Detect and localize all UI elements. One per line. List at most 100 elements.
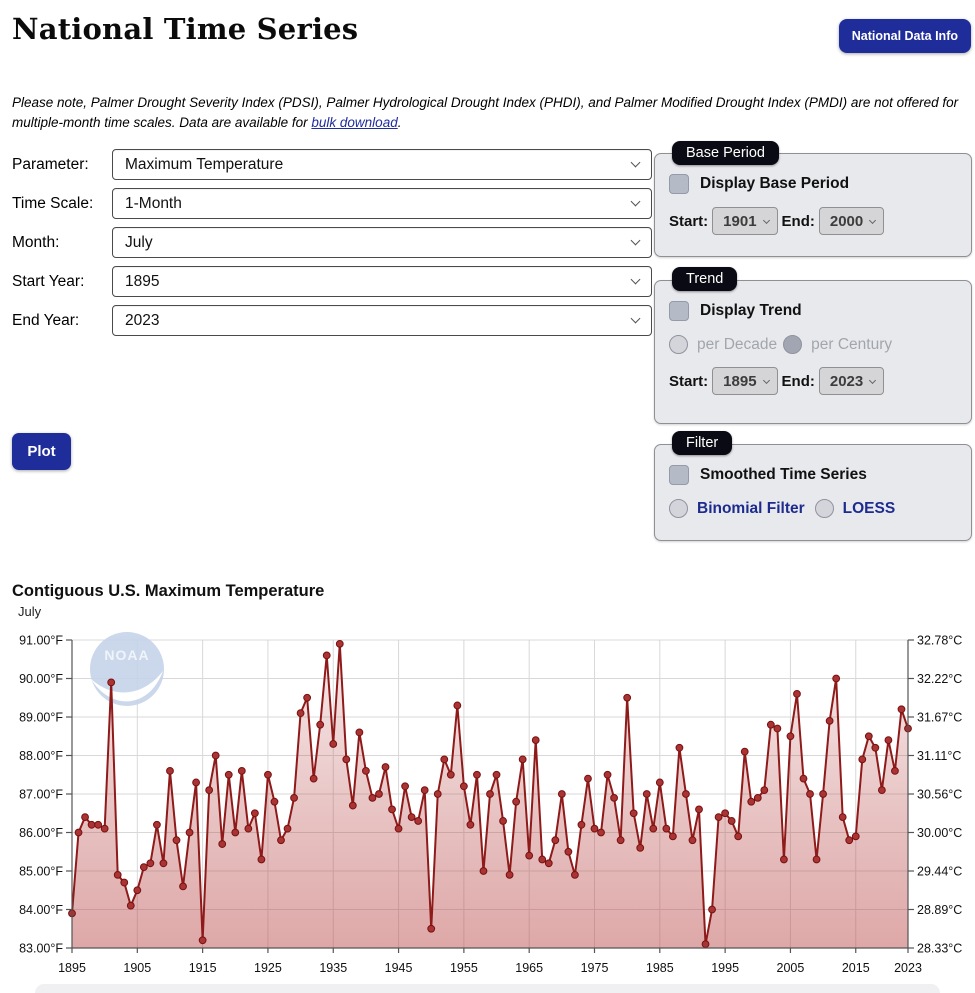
data-point[interactable] — [786, 732, 795, 741]
data-point[interactable] — [440, 755, 449, 764]
data-point[interactable] — [179, 882, 187, 891]
bulk-download-link[interactable]: bulk download — [311, 114, 398, 130]
data-point[interactable] — [780, 855, 788, 864]
data-point[interactable] — [375, 790, 383, 798]
data-point[interactable] — [237, 767, 246, 775]
data-point[interactable] — [597, 828, 605, 837]
data-point[interactable] — [459, 782, 468, 791]
data-point[interactable] — [760, 786, 769, 795]
data-point[interactable] — [473, 770, 481, 779]
data-point[interactable] — [81, 813, 89, 822]
time-scale-select[interactable]: 1-Month — [112, 188, 652, 219]
data-point[interactable] — [146, 859, 155, 868]
data-point[interactable] — [139, 863, 148, 872]
data-point[interactable] — [433, 790, 442, 798]
data-point[interactable] — [799, 774, 808, 783]
data-point[interactable] — [577, 820, 586, 829]
data-point[interactable] — [348, 801, 357, 810]
data-point[interactable] — [414, 817, 423, 825]
data-point[interactable] — [518, 755, 527, 764]
data-point[interactable] — [296, 709, 305, 718]
month-select[interactable]: July — [112, 227, 652, 258]
data-point[interactable] — [734, 832, 743, 841]
data-point[interactable] — [205, 786, 214, 795]
data-point[interactable] — [381, 763, 390, 771]
trend-start-select[interactable]: 1895 — [712, 367, 778, 395]
data-point[interactable] — [590, 824, 599, 833]
data-point[interactable] — [185, 828, 194, 837]
data-point[interactable] — [250, 809, 259, 818]
data-point[interactable] — [525, 851, 534, 860]
data-point[interactable] — [714, 813, 723, 822]
plot-button[interactable]: Plot — [12, 433, 71, 470]
end-year-select[interactable]: 2023 — [112, 305, 652, 336]
data-point[interactable] — [355, 728, 364, 737]
data-point[interactable] — [427, 924, 436, 933]
base-end-select[interactable]: 2000 — [818, 207, 885, 235]
data-point[interactable] — [492, 770, 501, 779]
data-point[interactable] — [446, 770, 455, 779]
data-point[interactable] — [806, 790, 814, 798]
data-point[interactable] — [564, 847, 573, 856]
data-point[interactable] — [420, 786, 429, 795]
data-point[interactable] — [270, 797, 279, 806]
data-point[interactable] — [479, 867, 488, 875]
data-point[interactable] — [610, 793, 618, 802]
data-point[interactable] — [740, 747, 749, 756]
data-point[interactable] — [845, 836, 854, 845]
data-point[interactable] — [394, 824, 403, 833]
data-point[interactable] — [113, 870, 122, 879]
data-point[interactable] — [871, 743, 880, 752]
data-point[interactable] — [257, 855, 266, 864]
data-point[interactable] — [368, 793, 377, 802]
data-point[interactable] — [642, 790, 651, 798]
data-point[interactable] — [74, 828, 83, 837]
data-point[interactable] — [655, 778, 664, 787]
data-point[interactable] — [884, 736, 893, 744]
data-point[interactable] — [753, 793, 762, 802]
data-point[interactable] — [100, 824, 109, 833]
data-point[interactable] — [675, 743, 684, 752]
data-point[interactable] — [819, 790, 827, 798]
data-point[interactable] — [133, 886, 142, 895]
data-point[interactable] — [388, 805, 396, 814]
data-point[interactable] — [244, 824, 253, 833]
data-point[interactable] — [682, 790, 690, 798]
data-point[interactable] — [897, 705, 906, 714]
data-point[interactable] — [727, 817, 736, 825]
trend-end-select[interactable]: 2023 — [818, 367, 885, 395]
data-point[interactable] — [159, 859, 168, 868]
data-point[interactable] — [649, 824, 658, 833]
data-point[interactable] — [466, 820, 475, 829]
data-point[interactable] — [309, 774, 318, 783]
data-point[interactable] — [283, 824, 292, 833]
display-trend-checkbox[interactable] — [669, 301, 689, 321]
data-point[interactable] — [851, 832, 860, 841]
start-year-select[interactable]: 1895 — [112, 266, 652, 297]
data-point[interactable] — [636, 844, 645, 852]
data-point[interactable] — [290, 793, 298, 802]
data-point[interactable] — [264, 770, 272, 779]
smoothed-time-series-checkbox[interactable] — [669, 465, 689, 485]
data-point[interactable] — [721, 809, 730, 818]
data-point[interactable] — [224, 770, 233, 779]
data-point[interactable] — [551, 836, 560, 845]
per-century-radio[interactable] — [783, 335, 803, 354]
data-point[interactable] — [629, 809, 638, 818]
data-point[interactable] — [126, 901, 135, 910]
data-point[interactable] — [766, 720, 775, 729]
data-point[interactable] — [499, 817, 507, 825]
data-point[interactable] — [773, 724, 782, 733]
data-point[interactable] — [858, 755, 867, 764]
display-base-period-checkbox[interactable] — [669, 174, 689, 194]
data-point[interactable] — [877, 786, 886, 795]
data-point[interactable] — [486, 790, 494, 798]
data-point[interactable] — [812, 855, 821, 864]
data-point[interactable] — [538, 855, 547, 864]
data-point[interactable] — [701, 940, 710, 949]
data-point[interactable] — [747, 797, 756, 806]
data-point[interactable] — [218, 840, 227, 848]
data-point[interactable] — [891, 767, 899, 775]
data-point[interactable] — [584, 774, 592, 783]
data-point[interactable] — [668, 832, 677, 841]
